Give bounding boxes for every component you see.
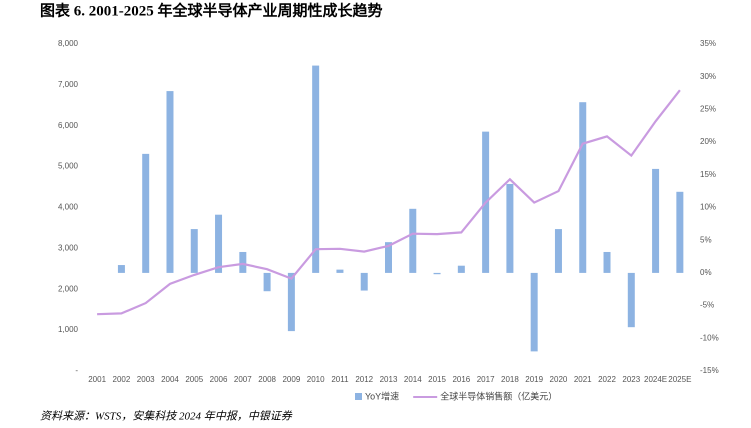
y2-tick-label: 20% bbox=[700, 137, 716, 146]
y2-tick-label: 25% bbox=[700, 105, 716, 114]
x-tick-label: 2010 bbox=[307, 375, 325, 384]
x-tick-label: 2022 bbox=[598, 375, 616, 384]
bar bbox=[190, 229, 198, 273]
x-tick-label: 2017 bbox=[477, 375, 495, 384]
y-tick-label: 8,000 bbox=[58, 39, 79, 48]
legend-swatch bbox=[355, 393, 362, 400]
bar bbox=[142, 153, 150, 273]
x-tick-label: 2013 bbox=[380, 375, 398, 384]
x-tick-label: 2016 bbox=[452, 375, 470, 384]
bar bbox=[239, 251, 247, 273]
bar bbox=[166, 91, 174, 273]
legend-label: YoY增速 bbox=[365, 390, 399, 401]
x-tick-label: 2001 bbox=[88, 375, 106, 384]
y2-tick-label: -10% bbox=[700, 333, 719, 342]
bar bbox=[215, 214, 223, 273]
x-tick-label: 2006 bbox=[210, 375, 228, 384]
y-tick-label: 3,000 bbox=[58, 243, 79, 252]
y2-tick-label: 35% bbox=[700, 39, 716, 48]
x-tick-label: 2008 bbox=[258, 375, 276, 384]
x-tick-label: 2005 bbox=[185, 375, 203, 384]
bar bbox=[627, 272, 635, 328]
bar bbox=[409, 208, 417, 273]
y-tick-label: 1,000 bbox=[58, 325, 79, 334]
bar bbox=[530, 272, 538, 352]
bar bbox=[579, 102, 587, 273]
chart-title: 图表 6. 2001-2025 年全球半导体产业周期性成长趋势 bbox=[40, 1, 383, 19]
bar bbox=[385, 242, 392, 273]
bar bbox=[676, 191, 684, 273]
bar bbox=[263, 272, 271, 292]
x-tick-label: 2012 bbox=[355, 375, 373, 384]
x-tick-label: 2007 bbox=[234, 375, 252, 384]
bar bbox=[433, 272, 441, 275]
bar bbox=[287, 272, 295, 332]
bar bbox=[117, 265, 125, 273]
x-tick-label: 2004 bbox=[161, 375, 179, 384]
x-tick-label: 2011 bbox=[331, 375, 349, 384]
source-note: 资料来源：WSTS，安集科技 2024 年中报，中银证券 bbox=[40, 410, 293, 423]
bar bbox=[336, 269, 344, 273]
y2-tick-label: -5% bbox=[700, 301, 714, 310]
y-tick-label: 5,000 bbox=[58, 162, 79, 171]
x-tick-label: 2009 bbox=[282, 375, 300, 384]
x-tick-label: 2018 bbox=[501, 375, 519, 384]
x-tick-label: 2019 bbox=[525, 375, 543, 384]
y-tick-label: 2,000 bbox=[58, 284, 79, 293]
bar bbox=[360, 272, 368, 291]
y2-tick-label: 15% bbox=[700, 170, 716, 179]
bar bbox=[312, 65, 320, 273]
x-tick-label: 2015 bbox=[428, 375, 446, 384]
y-tick-label: 7,000 bbox=[58, 80, 79, 89]
x-tick-label: 2002 bbox=[113, 375, 131, 384]
x-tick-label: 2003 bbox=[137, 375, 155, 384]
y2-tick-label: 10% bbox=[700, 203, 716, 212]
x-tick-label: 2024E bbox=[644, 375, 667, 384]
x-tick-label: 2021 bbox=[574, 375, 592, 384]
legend-label: 全球半导体销售额（亿美元） bbox=[440, 390, 557, 401]
x-tick-label: 2014 bbox=[404, 375, 422, 384]
bar bbox=[506, 183, 514, 273]
line bbox=[97, 89, 681, 316]
y-tick-label: - bbox=[75, 366, 78, 375]
bar bbox=[603, 251, 611, 273]
y2-tick-label: 0% bbox=[700, 268, 712, 277]
x-tick-label: 2025E bbox=[668, 375, 691, 384]
x-tick-label: 2023 bbox=[622, 375, 640, 384]
x-tick-label: 2020 bbox=[550, 375, 568, 384]
bar bbox=[554, 229, 562, 273]
y-tick-label: 4,000 bbox=[58, 203, 79, 212]
y2-tick-label: 30% bbox=[700, 72, 716, 81]
y2-tick-label: 5% bbox=[700, 235, 712, 244]
bar bbox=[652, 168, 660, 273]
bar bbox=[457, 265, 465, 273]
y2-tick-label: -15% bbox=[700, 366, 719, 375]
y-tick-label: 6,000 bbox=[58, 121, 79, 130]
